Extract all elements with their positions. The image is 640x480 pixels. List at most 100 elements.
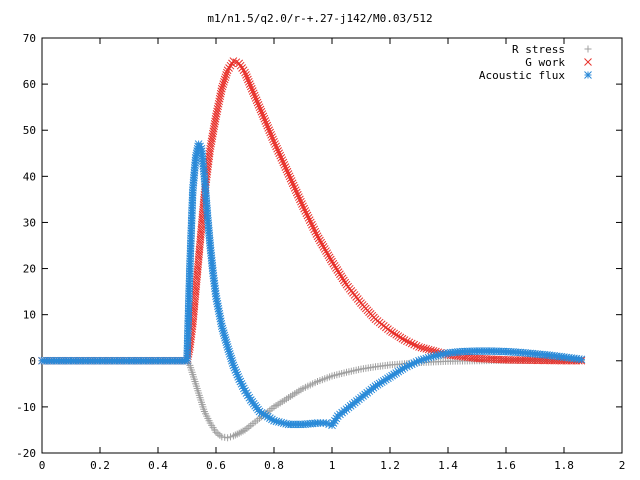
data-point xyxy=(260,114,269,123)
data-point-stroke xyxy=(334,268,343,276)
data-point-stroke xyxy=(255,103,264,112)
data-point xyxy=(271,140,279,148)
data-point xyxy=(388,328,396,336)
data-point xyxy=(253,98,262,107)
data-point xyxy=(241,68,249,77)
data-point-stroke xyxy=(226,61,235,70)
x-tick-label: 1 xyxy=(329,459,336,472)
data-point xyxy=(328,421,336,430)
data-point-stroke xyxy=(324,251,333,260)
data-point-stroke xyxy=(273,144,281,153)
data-point xyxy=(285,172,294,181)
data-point xyxy=(341,278,350,287)
data-point-stroke xyxy=(194,262,202,271)
data-point xyxy=(379,377,388,385)
data-point-stroke xyxy=(195,250,203,259)
data-point xyxy=(316,236,324,245)
data-point-stroke xyxy=(191,292,200,301)
data-point-stroke xyxy=(338,274,347,283)
data-point-stroke xyxy=(241,68,249,77)
data-point xyxy=(330,261,339,270)
legend-label: R stress xyxy=(512,43,565,56)
data-point-stroke xyxy=(196,235,205,244)
data-point-stroke xyxy=(286,174,295,183)
data-point-stroke xyxy=(311,227,320,236)
plot-frame xyxy=(41,37,623,454)
data-point xyxy=(324,251,333,260)
data-point xyxy=(224,434,232,442)
data-point xyxy=(245,77,253,86)
data-point-stroke xyxy=(229,57,238,65)
data-point xyxy=(247,84,256,93)
data-point-stroke xyxy=(394,332,403,340)
data-point xyxy=(269,135,277,144)
data-point xyxy=(338,274,347,283)
data-point xyxy=(290,184,299,192)
data-point-stroke xyxy=(283,167,292,176)
data-point-stroke xyxy=(223,68,231,77)
data-point-stroke xyxy=(236,61,245,70)
data-point-stroke xyxy=(308,220,316,229)
data-point-stroke xyxy=(276,151,285,160)
data-point xyxy=(306,218,315,227)
data-point-stroke xyxy=(196,142,204,151)
data-point-stroke xyxy=(336,270,344,279)
data-point-stroke xyxy=(281,163,290,171)
data-point-stroke xyxy=(282,165,291,174)
data-point-stroke xyxy=(196,238,205,246)
data-point-stroke xyxy=(323,249,332,258)
data-point xyxy=(298,200,306,208)
data-point-stroke xyxy=(332,264,340,272)
data-point xyxy=(293,190,302,199)
data-point-stroke xyxy=(209,129,217,138)
y-tick-label: 20 xyxy=(23,263,36,276)
data-point-stroke xyxy=(258,110,267,118)
data-point xyxy=(225,64,233,72)
data-point-stroke xyxy=(412,341,421,350)
data-point-stroke xyxy=(268,133,276,141)
data-point xyxy=(396,333,405,342)
data-point-stroke xyxy=(250,91,259,100)
data-point xyxy=(312,230,321,238)
data-point-stroke xyxy=(197,220,206,229)
data-point-stroke xyxy=(243,73,251,82)
data-point-stroke xyxy=(190,297,199,306)
data-point-stroke xyxy=(400,336,409,344)
data-point-stroke xyxy=(277,154,286,162)
data-point xyxy=(292,188,301,197)
data-point-stroke xyxy=(252,96,261,105)
data-point xyxy=(275,149,284,158)
data-point xyxy=(261,117,270,125)
data-point xyxy=(407,339,416,348)
data-point-stroke xyxy=(228,59,236,68)
data-point-stroke xyxy=(260,114,269,123)
data-point-stroke xyxy=(218,82,227,91)
data-point-stroke xyxy=(267,130,275,139)
data-point-stroke xyxy=(305,216,314,224)
data-point xyxy=(262,119,271,128)
data-point-stroke xyxy=(313,232,322,241)
data-point-stroke xyxy=(221,73,230,82)
data-point-stroke xyxy=(330,261,339,270)
data-point-stroke xyxy=(304,213,313,222)
data-point-stroke xyxy=(405,338,414,347)
data-point-stroke xyxy=(220,77,228,86)
data-point xyxy=(249,89,258,98)
data-point xyxy=(415,343,423,351)
data-point xyxy=(264,124,273,132)
data-point-stroke xyxy=(245,77,253,86)
data-point-stroke xyxy=(213,104,222,113)
data-point-stroke xyxy=(291,186,300,195)
data-point xyxy=(274,147,282,155)
data-point xyxy=(332,264,340,272)
data-point xyxy=(263,121,272,130)
data-point-stroke xyxy=(253,98,262,107)
data-point-stroke xyxy=(293,190,302,199)
data-point-stroke xyxy=(261,117,270,125)
data-point-stroke xyxy=(194,252,203,261)
data-point xyxy=(419,344,428,353)
data-point-stroke xyxy=(247,84,256,93)
data-point-stroke xyxy=(295,193,303,201)
data-point-stroke xyxy=(396,333,405,342)
